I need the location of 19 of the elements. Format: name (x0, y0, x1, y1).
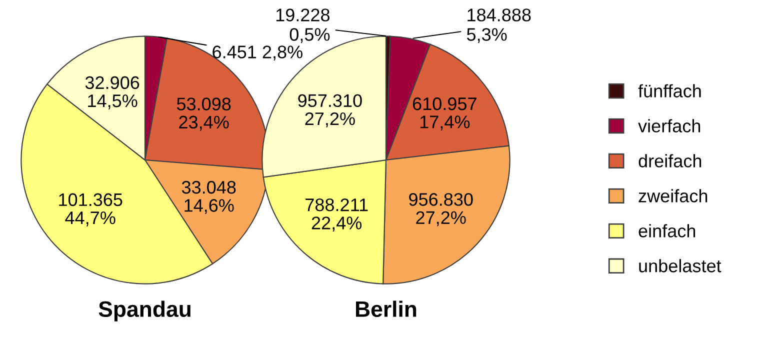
legend-label: vierfach (638, 119, 700, 132)
data-label: 101.365 44,7% (59, 193, 122, 226)
data-label: 19.228 0,5% (276, 8, 330, 43)
legend-label: unbelastet (639, 259, 722, 272)
legend-label: einfach (638, 224, 696, 238)
data-label: 610.957 17,4% (412, 97, 476, 130)
legend-label: fünffach (638, 84, 701, 98)
data-label: 32.906 14,5% (85, 76, 140, 110)
data-label: 956.830 27,2% (409, 193, 473, 226)
text: Berlin (356, 300, 416, 318)
data-label: 53.098 23,4% (176, 98, 231, 131)
legend-label: zweifach (638, 189, 708, 202)
data-label: 957.310 27,2% (298, 94, 362, 128)
legend-label: dreifach (638, 154, 702, 168)
data-label: 6.451 2,8% (212, 46, 302, 61)
data-label: 184.888 5,3% (466, 8, 531, 43)
data-label: 788.211 22,4% (306, 198, 368, 232)
data-label: 33.048 14,6% (182, 180, 236, 214)
text: Spandau (98, 300, 190, 322)
